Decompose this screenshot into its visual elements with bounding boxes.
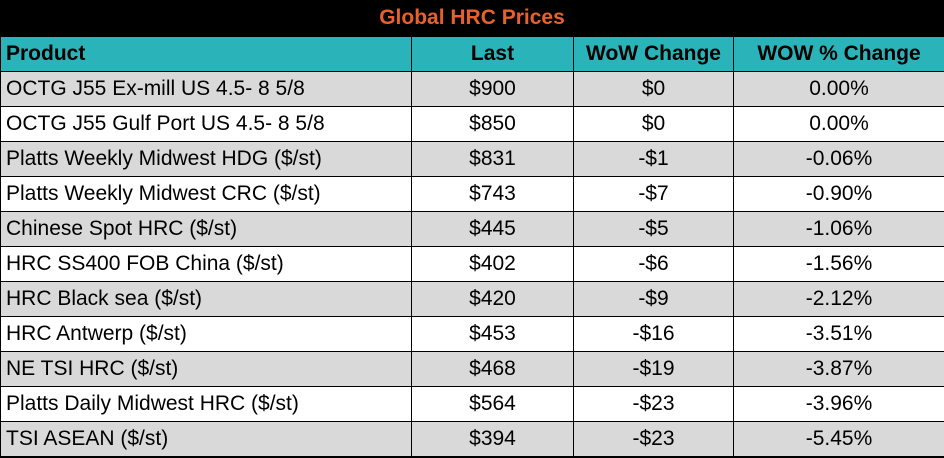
cell-wow-pct-change: -1.06% xyxy=(733,211,944,247)
cell-wow-change: -$1 xyxy=(573,141,734,177)
cell-wow-pct-change: -2.12% xyxy=(733,281,944,317)
table-header: Product Last WoW Change WOW % Change xyxy=(0,36,944,72)
cell-wow-change: -$16 xyxy=(573,316,734,352)
cell-product: Platts Weekly Midwest CRC ($/st) xyxy=(0,176,412,212)
table-row: Platts Daily Midwest HRC ($/st) $564 -$2… xyxy=(0,386,944,422)
cell-last: $900 xyxy=(411,71,574,107)
cell-product: NE TSI HRC ($/st) xyxy=(0,351,412,387)
cell-wow-pct-change: -5.45% xyxy=(733,421,944,457)
table-row: OCTG J55 Ex-mill US 4.5- 8 5/8 $900 $0 0… xyxy=(0,71,944,107)
header-row: Product Last WoW Change WOW % Change xyxy=(0,36,944,72)
table-row: Chinese Spot HRC ($/st) $445 -$5 -1.06% xyxy=(0,211,944,247)
cell-last: $831 xyxy=(411,141,574,177)
header-wow-pct-change: WOW % Change xyxy=(733,36,944,72)
cell-last: $564 xyxy=(411,386,574,422)
header-wow-change: WoW Change xyxy=(573,36,734,72)
cell-wow-pct-change: -1.56% xyxy=(733,246,944,282)
cell-product: Platts Daily Midwest HRC ($/st) xyxy=(0,386,412,422)
cell-last: $468 xyxy=(411,351,574,387)
table-row: HRC Black sea ($/st) $420 -$9 -2.12% xyxy=(0,281,944,317)
cell-product: OCTG J55 Gulf Port US 4.5- 8 5/8 xyxy=(0,106,412,142)
cell-product: Platts Weekly Midwest HDG ($/st) xyxy=(0,141,412,177)
cell-wow-pct-change: -0.90% xyxy=(733,176,944,212)
table-row: TSI ASEAN ($/st) $394 -$23 -5.45% xyxy=(0,421,944,457)
cell-last: $743 xyxy=(411,176,574,212)
cell-wow-pct-change: -3.96% xyxy=(733,386,944,422)
table-row: Platts Weekly Midwest HDG ($/st) $831 -$… xyxy=(0,141,944,177)
table-row: HRC SS400 FOB China ($/st) $402 -$6 -1.5… xyxy=(0,246,944,282)
cell-wow-pct-change: 0.00% xyxy=(733,106,944,142)
table-body: OCTG J55 Ex-mill US 4.5- 8 5/8 $900 $0 0… xyxy=(0,71,944,457)
cell-product: HRC Antwerp ($/st) xyxy=(0,316,412,352)
table-row: NE TSI HRC ($/st) $468 -$19 -3.87% xyxy=(0,351,944,387)
cell-wow-change: -$7 xyxy=(573,176,734,212)
cell-wow-pct-change: -0.06% xyxy=(733,141,944,177)
hrc-prices-table: Product Last WoW Change WOW % Change OCT… xyxy=(0,36,944,458)
cell-wow-change: -$6 xyxy=(573,246,734,282)
header-product: Product xyxy=(0,36,412,72)
cell-wow-change: -$23 xyxy=(573,386,734,422)
cell-product: TSI ASEAN ($/st) xyxy=(0,421,412,457)
table-row: OCTG J55 Gulf Port US 4.5- 8 5/8 $850 $0… xyxy=(0,106,944,142)
table-row: Platts Weekly Midwest CRC ($/st) $743 -$… xyxy=(0,176,944,212)
cell-product: HRC SS400 FOB China ($/st) xyxy=(0,246,412,282)
cell-wow-change: $0 xyxy=(573,71,734,107)
cell-product: HRC Black sea ($/st) xyxy=(0,281,412,317)
cell-wow-change: -$23 xyxy=(573,421,734,457)
cell-product: Chinese Spot HRC ($/st) xyxy=(0,211,412,247)
cell-wow-change: -$5 xyxy=(573,211,734,247)
header-last: Last xyxy=(411,36,574,72)
cell-product: OCTG J55 Ex-mill US 4.5- 8 5/8 xyxy=(0,71,412,107)
table-title: Global HRC Prices xyxy=(0,0,944,36)
cell-wow-change: -$9 xyxy=(573,281,734,317)
cell-wow-pct-change: -3.87% xyxy=(733,351,944,387)
cell-last: $420 xyxy=(411,281,574,317)
cell-last: $445 xyxy=(411,211,574,247)
cell-last: $394 xyxy=(411,421,574,457)
cell-wow-change: $0 xyxy=(573,106,734,142)
cell-last: $402 xyxy=(411,246,574,282)
table-row: HRC Antwerp ($/st) $453 -$16 -3.51% xyxy=(0,316,944,352)
cell-wow-pct-change: -3.51% xyxy=(733,316,944,352)
cell-last: $850 xyxy=(411,106,574,142)
cell-wow-pct-change: 0.00% xyxy=(733,71,944,107)
cell-wow-change: -$19 xyxy=(573,351,734,387)
cell-last: $453 xyxy=(411,316,574,352)
